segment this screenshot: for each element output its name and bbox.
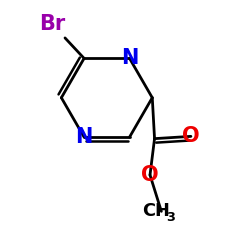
Text: CH: CH [142, 202, 170, 220]
Text: 3: 3 [166, 210, 175, 224]
Text: N: N [76, 127, 93, 147]
Text: O: O [141, 165, 159, 185]
Text: N: N [121, 48, 138, 68]
Text: O: O [182, 126, 200, 146]
Text: Br: Br [39, 14, 66, 34]
